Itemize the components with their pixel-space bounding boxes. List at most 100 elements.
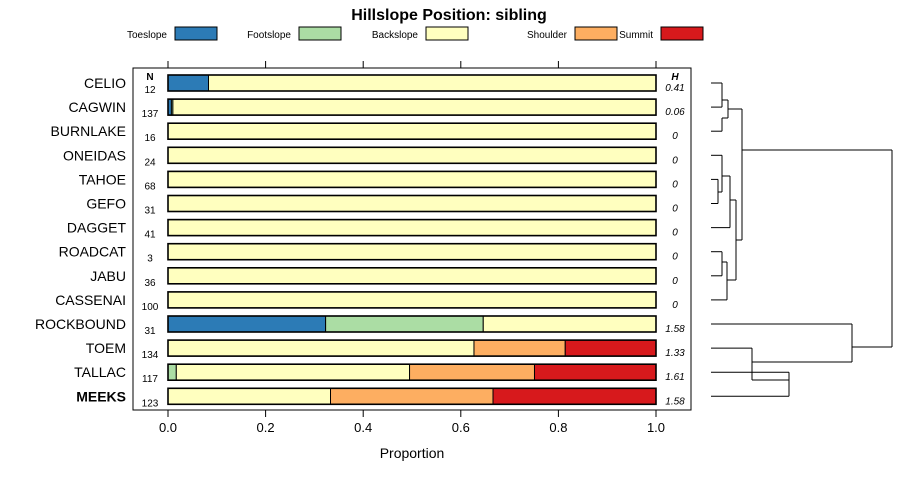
bar-meeks-summit bbox=[492, 387, 657, 405]
bar-outline-cassenai bbox=[167, 291, 657, 309]
bar-roadcat-backslope bbox=[167, 243, 657, 261]
legend-swatch-shoulder bbox=[574, 26, 618, 41]
n-value-rockbound: 31 bbox=[144, 326, 156, 337]
legend-swatch-summit bbox=[660, 26, 704, 41]
x-tick-label-1: 0.2 bbox=[257, 420, 275, 435]
h-value-tahoe: 0 bbox=[672, 179, 678, 190]
bar-rockbound-backslope bbox=[482, 315, 657, 333]
dendrogram bbox=[711, 82, 893, 397]
x-axis: 0.0 0.2 0.4 0.6 0.8 1.0 bbox=[159, 61, 665, 435]
n-value-toem: 134 bbox=[142, 350, 159, 361]
bar-tallac-shoulder bbox=[409, 363, 535, 381]
row-label-dagget: DAGGET bbox=[67, 220, 127, 236]
rows: CELIO 12 0.41 CAGWIN 137 0.06 BURNLAKE 16 0 ONEID… bbox=[35, 74, 685, 409]
x-tick-label-0: 0.0 bbox=[159, 420, 177, 435]
bar-celio-backslope bbox=[208, 74, 657, 92]
row-label-meeks: MEEKS bbox=[76, 388, 126, 404]
bar-outline-toem bbox=[167, 339, 657, 357]
bar-outline-burnlake bbox=[167, 122, 657, 140]
legend: Toeslope Footslope Backslope Shoulder Summit bbox=[127, 26, 704, 41]
row-label-tahoe: TAHOE bbox=[79, 171, 126, 187]
bar-gefo-backslope bbox=[167, 195, 657, 212]
h-value-meeks: 1.58 bbox=[665, 396, 685, 407]
x-tick-label-3: 0.6 bbox=[452, 420, 470, 435]
bar-toem-shoulder bbox=[473, 339, 566, 357]
bar-outline-dagget bbox=[167, 218, 657, 237]
n-value-cassenai: 100 bbox=[142, 302, 159, 313]
bar-rockbound-footslope bbox=[325, 315, 484, 333]
h-value-cagwin: 0.06 bbox=[665, 107, 685, 118]
n-value-jabu: 36 bbox=[144, 278, 156, 289]
n-value-tahoe: 68 bbox=[144, 181, 156, 192]
legend-label-shoulder: Shoulder bbox=[527, 30, 568, 41]
h-value-toem: 1.33 bbox=[665, 348, 685, 359]
bar-outline-oneidas bbox=[167, 146, 657, 165]
bar-outline-meeks bbox=[167, 387, 657, 406]
n-value-gefo: 31 bbox=[144, 206, 156, 217]
n-header: N bbox=[146, 72, 153, 83]
plot-frame bbox=[132, 67, 692, 411]
n-value-cagwin: 137 bbox=[142, 109, 159, 120]
h-value-roadcat: 0 bbox=[672, 252, 678, 263]
x-axis-title: Proportion bbox=[380, 445, 445, 461]
bar-dagget-backslope bbox=[167, 219, 657, 237]
row-label-toem: TOEM bbox=[86, 340, 126, 356]
h-value-celio: 0.41 bbox=[665, 83, 684, 94]
bar-outline-roadcat bbox=[167, 242, 657, 261]
n-value-meeks: 123 bbox=[142, 398, 159, 409]
h-value-gefo: 0 bbox=[672, 204, 678, 215]
bar-meeks-shoulder bbox=[330, 387, 494, 405]
legend-swatch-backslope bbox=[425, 26, 469, 41]
h-value-rockbound: 1.58 bbox=[665, 324, 685, 335]
bar-cagwin-backslope bbox=[172, 98, 657, 116]
bar-cassenai-backslope bbox=[167, 291, 657, 309]
row-label-burnlake: BURNLAKE bbox=[51, 123, 126, 139]
bar-tallac-summit bbox=[533, 363, 657, 381]
bar-outline-cagwin bbox=[167, 98, 657, 116]
h-value-jabu: 0 bbox=[672, 276, 678, 287]
chart-title: Hillslope Position: sibling bbox=[351, 7, 547, 24]
bar-outline-tahoe bbox=[167, 170, 657, 189]
bar-meeks-backslope bbox=[167, 387, 332, 405]
row-label-roadcat: ROADCAT bbox=[59, 244, 127, 260]
row-label-rockbound: ROCKBOUND bbox=[35, 316, 126, 332]
x-tick-label-2: 0.4 bbox=[354, 420, 372, 435]
row-label-cagwin: CAGWIN bbox=[68, 99, 126, 115]
bar-outline-jabu bbox=[167, 266, 657, 285]
legend-swatch-footslope bbox=[298, 26, 342, 41]
n-value-dagget: 41 bbox=[144, 230, 156, 241]
bar-outline-tallac bbox=[167, 363, 657, 382]
h-header: H bbox=[671, 72, 679, 83]
h-value-tallac: 1.61 bbox=[665, 372, 684, 383]
n-value-burnlake: 16 bbox=[144, 133, 156, 144]
row-label-gefo: GEFO bbox=[86, 196, 126, 212]
legend-swatch-toeslope bbox=[174, 26, 218, 41]
n-value-celio: 12 bbox=[144, 85, 156, 96]
bar-rockbound-toeslope bbox=[167, 315, 327, 333]
row-label-oneidas: ONEIDAS bbox=[63, 147, 126, 163]
bar-tallac-backslope bbox=[175, 363, 411, 381]
bar-tahoe-backslope bbox=[167, 170, 657, 188]
legend-label-toeslope: Toeslope bbox=[127, 30, 167, 41]
bar-oneidas-backslope bbox=[167, 146, 657, 164]
row-label-jabu: JABU bbox=[90, 268, 126, 284]
row-label-cassenai: CASSENAI bbox=[55, 292, 126, 308]
n-value-roadcat: 3 bbox=[147, 254, 153, 265]
bar-toem-summit bbox=[564, 339, 657, 357]
h-value-dagget: 0 bbox=[672, 228, 678, 239]
bar-outline-rockbound bbox=[167, 315, 657, 333]
x-tick-label-5: 1.0 bbox=[647, 420, 665, 435]
bar-toem-backslope bbox=[167, 339, 475, 357]
bar-celio-toeslope bbox=[167, 74, 210, 92]
h-value-cassenai: 0 bbox=[672, 300, 678, 311]
bar-tallac-footslope bbox=[167, 363, 177, 381]
legend-label-backslope: Backslope bbox=[372, 30, 419, 41]
bar-outline-gefo bbox=[167, 194, 657, 213]
row-label-tallac: TALLAC bbox=[74, 364, 126, 380]
row-label-celio: CELIO bbox=[84, 75, 126, 91]
h-value-burnlake: 0 bbox=[672, 131, 678, 142]
legend-label-footslope: Footslope bbox=[247, 30, 291, 41]
bar-jabu-backslope bbox=[167, 267, 657, 285]
x-tick-label-4: 0.8 bbox=[549, 420, 567, 435]
